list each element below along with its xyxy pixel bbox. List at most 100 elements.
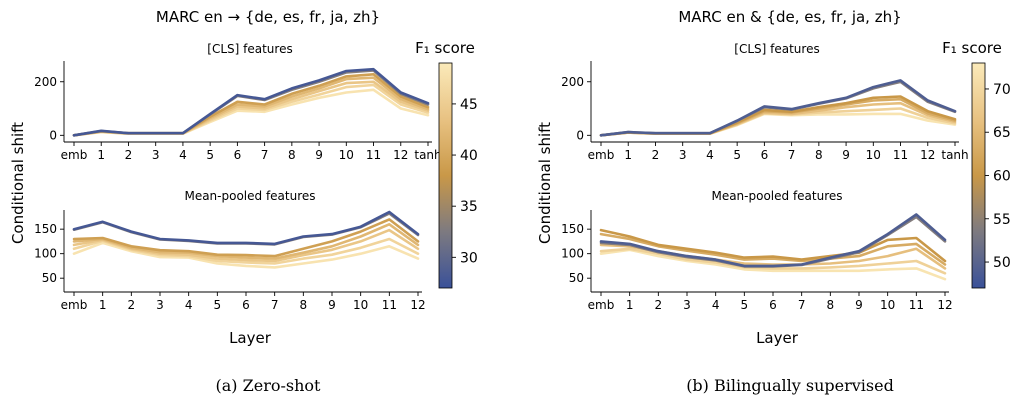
panel-b-mean-y-tick-label: 100 <box>561 247 584 261</box>
panel-b-mean-series-line <box>599 228 947 263</box>
panel-a-mean-x-tick-label: 11 <box>382 298 397 312</box>
panel-b-ylabel: Conditional shift <box>536 122 554 244</box>
panel-b-colorbar-tick-label: 60 <box>993 169 1011 185</box>
panel-b-mean-series-line <box>599 248 947 281</box>
panel-a-cls-series-line <box>72 67 430 137</box>
panel-a-cls-x-tick-label: 4 <box>179 148 187 162</box>
panel-b-xlabel: Layer <box>756 329 799 347</box>
panel-b-cls-x-tick-label: 12 <box>920 148 935 162</box>
panel-a-subtitle-cls: [CLS] features <box>207 42 292 56</box>
panel-a-mean-x-tick-label: 5 <box>214 298 222 312</box>
panel-a-title: MARC en → {de, es, fr, ja, zh} <box>156 8 380 26</box>
panel-a-cls-x-tick-label: 1 <box>97 148 105 162</box>
panel-a-colorbar-tick-label: 40 <box>460 148 478 164</box>
panel-a-mean-y-tick-label: 150 <box>34 222 57 236</box>
panel-a-colorbar-gradient <box>438 62 453 289</box>
panel-a-cls-x-tick-label: 9 <box>315 148 323 162</box>
panel-b-mean-x-tick-label: emb <box>588 298 615 312</box>
panel-a-ylabel: Conditional shift <box>9 122 27 244</box>
panel-a-cls-series-line <box>72 83 430 137</box>
panel-b-cls-x-tick-label: 6 <box>761 148 769 162</box>
panel-a-mean-x-tick-label: 7 <box>271 298 279 312</box>
panel-b-mean-x-tick-label: 3 <box>683 298 691 312</box>
panel-b-mean-x-tick-label: 8 <box>827 298 835 312</box>
panel-b-mean-x-tick-label: 2 <box>655 298 663 312</box>
panel-a-cls-x-tick-label: tanh <box>414 148 441 162</box>
panel-a-colorbar-tick-label: 35 <box>460 199 478 215</box>
panel-b-mean-x-tick-label: 12 <box>937 298 952 312</box>
panel-b-colorbar-tick-label: 50 <box>993 255 1011 271</box>
panel-b-mean-x-tick-label: 9 <box>855 298 863 312</box>
panel-a-mean-x-tick-label: emb <box>61 298 88 312</box>
panel-a-colorbar-tick-label: 45 <box>460 97 478 113</box>
panel-b-caption: (b) Bilingually supervised <box>686 376 894 395</box>
panel-a-xlabel: Layer <box>229 329 272 347</box>
panel-a-mean-y-tick-label: 100 <box>34 247 57 261</box>
panel-b-mean-x-tick-label: 11 <box>909 298 924 312</box>
panel-a-mean-x-tick-label: 9 <box>328 298 336 312</box>
panel-b-cls-x-tick-label: tanh <box>941 148 968 162</box>
panel-b-cls-x-tick-label: emb <box>588 148 615 162</box>
panel-b-cls-x-tick-label: 11 <box>893 148 908 162</box>
panel-b-colorbar-label: F₁ score <box>942 39 1002 57</box>
panel-b-cls-x-tick-label: 4 <box>706 148 714 162</box>
panel-b-cls-series-line <box>599 95 957 137</box>
panel-a-mean-series-line <box>72 223 420 260</box>
panel-a-colorbar-tick-label: 30 <box>460 250 478 266</box>
panel-a-subtitle-mean: Mean-pooled features <box>184 189 315 203</box>
panel-b-mean-x-tick-label: 1 <box>626 298 634 312</box>
panel-a-mean-x-tick-label: 4 <box>185 298 193 312</box>
panel-a-mean-x-tick-label: 6 <box>242 298 250 312</box>
panel-a: MARC en → {de, es, fr, ja, zh} [CLS] fea… <box>34 8 478 395</box>
panel-a-mean-series-line <box>72 218 420 258</box>
panel-a-mean-x-tick-label: 10 <box>353 298 368 312</box>
panel-a-colorbar-label: F₁ score <box>415 39 475 57</box>
panel-b-cls-x-tick-label: 2 <box>652 148 660 162</box>
panel-b-colorbar: F₁ score 50 55 60 65 70 <box>942 39 1011 289</box>
panel-a-colorbar: F₁ score 30 35 40 45 <box>415 39 478 289</box>
panel-b-mean-x-tick-label: 6 <box>769 298 777 312</box>
panel-a-mean-x-tick-label: 8 <box>300 298 308 312</box>
panel-a-cls-x-tick-label: 7 <box>261 148 269 162</box>
panel-b-cls-series-line <box>599 79 957 137</box>
panel-b-cls-y-tick-label: 0 <box>576 128 584 142</box>
panel-b-cls-y-tick-label: 200 <box>561 75 584 89</box>
panel-b-mean-series-line <box>599 213 947 268</box>
panel-a-mean-x-tick-label: 12 <box>410 298 425 312</box>
panel-b-mean-y-tick-label: 50 <box>569 271 584 285</box>
panel-b-cls-x-tick-label: 7 <box>788 148 796 162</box>
panel-b-cls-x-tick-label: 9 <box>842 148 850 162</box>
panel-a-cls-x-tick-label: emb <box>61 148 88 162</box>
panel-a-cls-x-tick-label: 10 <box>339 148 354 162</box>
panel-a-cls-x-tick-label: 6 <box>234 148 242 162</box>
panel-b-cls-x-tick-label: 8 <box>815 148 823 162</box>
panel-a-mean-x-tick-label: 2 <box>128 298 136 312</box>
panel-b-mean-x-tick-label: 5 <box>741 298 749 312</box>
panel-a-cls-y-tick-label: 0 <box>49 128 57 142</box>
panel-a-cls-x-tick-label: 2 <box>125 148 133 162</box>
panel-b: MARC en & {de, es, fr, ja, zh} [CLS] fea… <box>561 8 1011 395</box>
panel-b-colorbar-tick-label: 55 <box>993 212 1011 228</box>
panel-b-colorbar-gradient <box>971 62 986 289</box>
panel-a-mean-series-line <box>72 241 420 269</box>
panel-a-cls-x-tick-label: 11 <box>366 148 381 162</box>
panel-b-cls-x-tick-label: 5 <box>733 148 741 162</box>
panel-b-subtitle-cls: [CLS] features <box>734 42 819 56</box>
panel-b-mean-y-tick-label: 150 <box>561 222 584 236</box>
panel-b-title: MARC en & {de, es, fr, ja, zh} <box>678 8 901 26</box>
panel-b-colorbar-tick-label: 65 <box>993 125 1011 141</box>
panel-a-cls-x-tick-label: 3 <box>152 148 160 162</box>
panel-b-mean-x-tick-label: 4 <box>712 298 720 312</box>
panel-b-cls-x-tick-label: 10 <box>866 148 881 162</box>
panel-a-cls-x-tick-label: 8 <box>288 148 296 162</box>
panel-b-mean-x-tick-label: 7 <box>798 298 806 312</box>
panel-a-cls-x-tick-label: 12 <box>393 148 408 162</box>
panel-b-mean-series-line <box>599 247 947 275</box>
panel-a-mean-y-tick-label: 50 <box>42 271 57 285</box>
panel-b-cls-x-tick-label: 3 <box>679 148 687 162</box>
panel-b-subtitle-mean: Mean-pooled features <box>711 189 842 203</box>
